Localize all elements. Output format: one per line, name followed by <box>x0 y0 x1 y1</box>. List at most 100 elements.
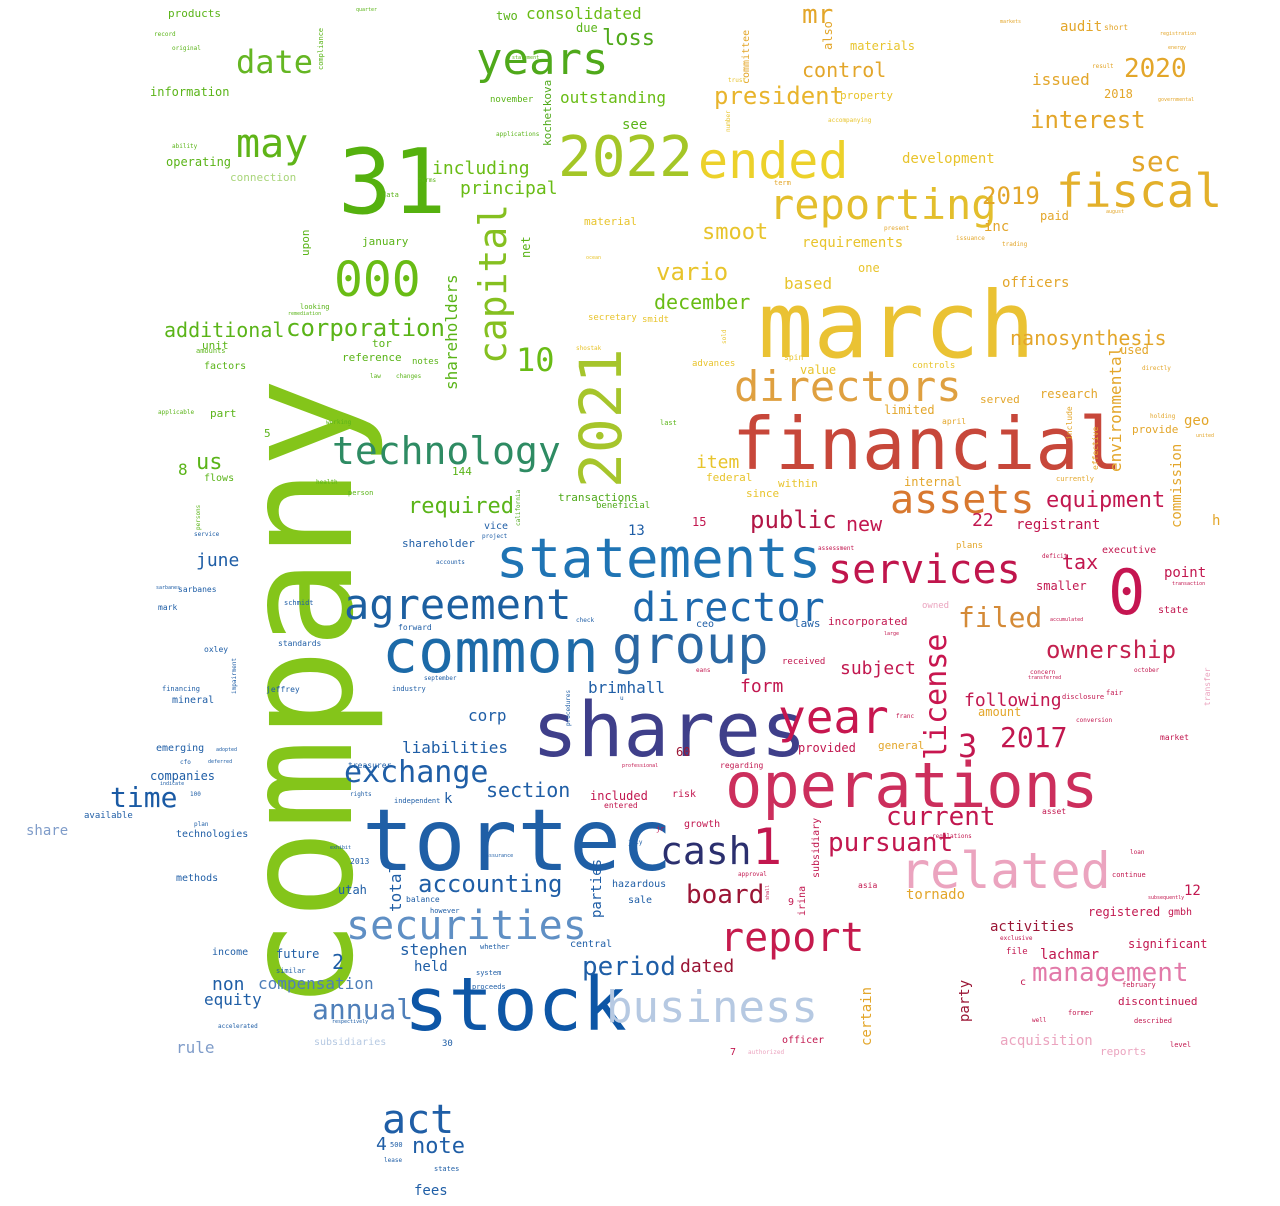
word-registrant: registrant <box>1016 517 1101 533</box>
word-equipment: equipment <box>1046 488 1166 513</box>
word-period: period <box>582 952 676 982</box>
word-lachmar: lachmar <box>1040 947 1100 963</box>
word-subsidiaries: subsidiaries <box>314 1037 387 1048</box>
word-based: based <box>784 274 833 293</box>
word-methods: methods <box>176 873 219 884</box>
word-adopted: adopted <box>216 747 238 753</box>
word-paid: paid <box>1040 209 1069 223</box>
word-board: board <box>686 880 765 910</box>
word-9: 9 <box>788 897 795 908</box>
word-committee: committee <box>741 29 752 84</box>
word-mark: mark <box>158 603 178 612</box>
word-subsidiary: subsidiary <box>811 817 822 878</box>
word-standards: standards <box>278 639 322 648</box>
word-60: 60 <box>676 745 691 759</box>
word-loan: loan <box>1130 849 1145 856</box>
word-received: received <box>782 657 826 667</box>
word-balance: balance <box>406 895 440 904</box>
word-smaller: smaller <box>1036 579 1087 593</box>
word-accumulated: accumulated <box>1050 617 1084 623</box>
word-form: form <box>740 676 784 697</box>
word-entered: entered <box>604 801 638 810</box>
word-fiscal: fiscal <box>1056 164 1223 218</box>
word-authorized: authorized <box>748 1049 785 1056</box>
word-president: president <box>714 82 845 110</box>
word-person: person <box>348 489 374 497</box>
word-100: 100 <box>190 791 201 798</box>
word-changes: changes <box>396 373 422 380</box>
word-forward: forward <box>398 623 432 632</box>
word-march: march <box>758 272 1035 379</box>
word-statements: statements <box>496 527 822 590</box>
word-stock: stock <box>404 962 627 1048</box>
word-tax: tax <box>1062 550 1099 574</box>
word-equity: equity <box>204 990 262 1009</box>
word-control: control <box>802 58 887 82</box>
word-exchange: exchange <box>344 755 489 790</box>
word-amounts: amounts <box>196 347 226 355</box>
word-jeffrey: jeffrey <box>266 685 300 694</box>
word-fair: fair <box>1106 689 1123 697</box>
word-date: date <box>236 43 314 81</box>
word-000: 000 <box>334 252 421 308</box>
word-assets: assets <box>890 477 1035 523</box>
word-mr: mr <box>802 0 834 30</box>
word-january: january <box>362 235 409 248</box>
word-held: held <box>414 959 448 975</box>
word-15: 15 <box>692 515 707 529</box>
word-ocean: ocean <box>586 255 602 261</box>
word-stephen: stephen <box>400 940 468 959</box>
word-laws: laws <box>794 617 821 630</box>
word-12: 12 <box>1184 883 1201 899</box>
word-party: party <box>957 979 973 1022</box>
word-advances: advances <box>692 359 736 369</box>
word-ownership: ownership <box>1046 636 1177 664</box>
word-development: development <box>902 151 995 167</box>
word-brimhall: brimhall <box>588 678 666 697</box>
word-following: following <box>964 690 1062 711</box>
word-u: u <box>620 695 624 702</box>
word-8: 8 <box>178 460 188 479</box>
word-trading: trading <box>1002 241 1028 248</box>
word-working: working <box>326 419 352 426</box>
word-31: 31 <box>338 130 447 235</box>
word-controls: controls <box>912 361 956 371</box>
word-oxley: oxley <box>204 645 229 654</box>
word-geo: geo <box>1184 413 1210 429</box>
word-corporation: corporation <box>286 314 445 342</box>
word-directly: directly <box>1142 365 1171 372</box>
word-2022: 2022 <box>558 125 693 190</box>
word-incorporated: incorporated <box>828 615 908 628</box>
word-transferred: transferred <box>1028 675 1062 681</box>
word-flows: flows <box>204 473 235 484</box>
word-2019: 2019 <box>982 182 1040 210</box>
word-regarding: regarding <box>720 761 764 770</box>
word-rule: rule <box>176 1038 215 1057</box>
word-risk: risk <box>672 789 697 800</box>
word-present: present <box>884 225 910 232</box>
word-2020: 2020 <box>1124 54 1187 84</box>
word-smoot: smoot <box>702 220 769 245</box>
word-share: share <box>26 823 69 839</box>
word-shareholder: shareholder <box>402 537 475 550</box>
word-result: result <box>1092 63 1114 70</box>
word-see: see <box>622 117 648 133</box>
word-exhibit: exhibit <box>330 845 352 851</box>
word-accounting: accounting <box>418 870 563 898</box>
word-principal: principal <box>460 178 558 199</box>
word-sarbanes: sarbanes <box>178 585 217 594</box>
word-fees: fees <box>414 1183 448 1199</box>
word-nanosynthesis: nanosynthesis <box>1010 326 1167 350</box>
word-license: license <box>919 633 954 760</box>
word-officer: officer <box>782 1035 825 1046</box>
word-regulations: regulations <box>932 833 972 840</box>
word-plans: plans <box>956 541 984 551</box>
word-secretary: secretary <box>588 313 637 323</box>
word-record: record <box>154 31 176 38</box>
word-cfo: cfo <box>180 759 191 766</box>
word-looking: looking <box>300 303 330 311</box>
word-growth: growth <box>684 819 721 830</box>
word-limited: limited <box>884 403 935 417</box>
word-december: december <box>654 290 751 314</box>
